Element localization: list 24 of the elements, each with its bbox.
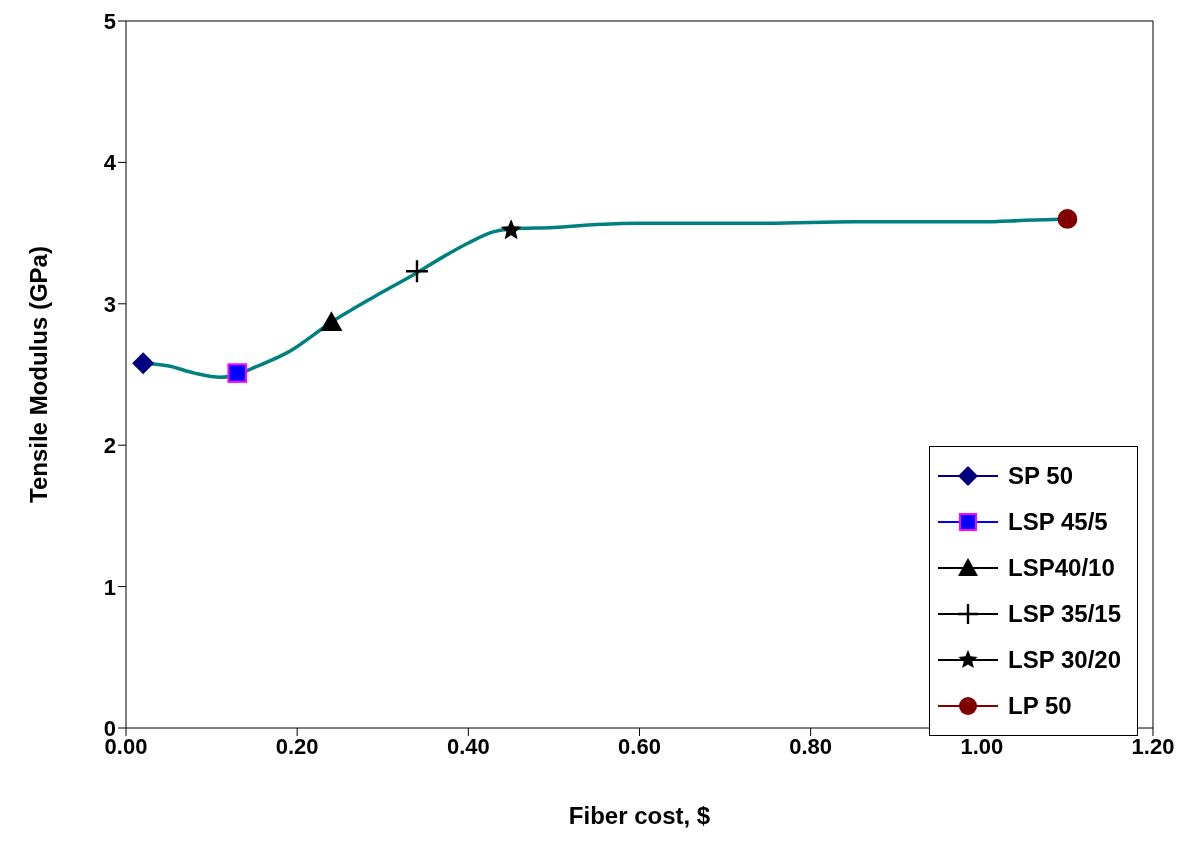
x-tick-label: 0.60 — [618, 733, 661, 759]
point — [132, 352, 155, 375]
x-tick-label: 1.20 — [1131, 733, 1175, 759]
x-tick-label: 0.40 — [446, 733, 490, 759]
y-tick-label: 1 — [103, 574, 116, 600]
point — [500, 219, 522, 240]
x-axis-title: Fiber cost, $ — [568, 802, 711, 829]
legend-label: SP 50 — [1008, 462, 1073, 490]
x-tick-label: 1.00 — [960, 733, 1004, 759]
point — [320, 311, 343, 331]
y-axis-title: Tensile Modulus (GPa) — [24, 246, 52, 503]
point — [227, 363, 248, 383]
y-tick-label: 3 — [103, 291, 116, 317]
y-tick-label: 4 — [103, 150, 117, 176]
legend-label: LSP 35/15 — [1008, 600, 1121, 628]
x-tick-label: 0.80 — [789, 733, 833, 759]
legend-label: LP 50 — [1008, 692, 1072, 720]
y-tick-label: 2 — [103, 433, 116, 459]
point — [1057, 209, 1078, 229]
x-tick-label: 0.20 — [275, 733, 319, 759]
legend-label: LSP 30/20 — [1008, 646, 1121, 674]
legend-label: LSP40/10 — [1008, 554, 1115, 582]
y-tick-label: 5 — [103, 9, 116, 34]
legend-label: LSP 45/5 — [1008, 508, 1108, 536]
